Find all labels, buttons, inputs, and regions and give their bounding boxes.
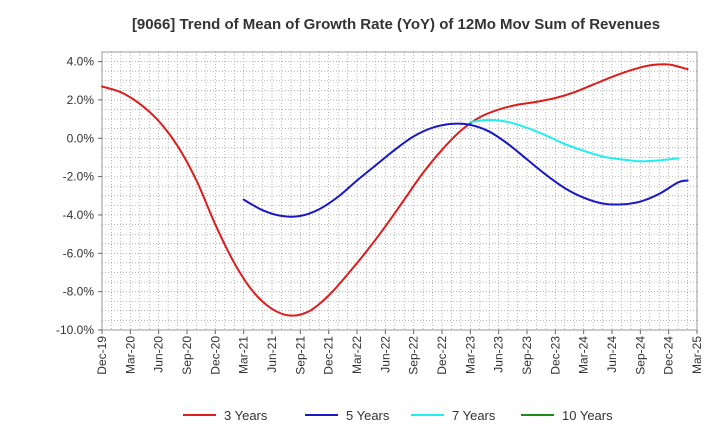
- chart-title: [9066] Trend of Mean of Growth Rate (YoY…: [132, 16, 660, 33]
- legend-label-5-years: 5 Years: [346, 408, 390, 423]
- y-tick-label: -6.0%: [63, 246, 95, 260]
- y-tick-label: 4.0%: [67, 55, 95, 69]
- plot-frame: [101, 51, 698, 331]
- x-tick-label: Mar-25: [690, 336, 704, 374]
- series-layer: [101, 63, 689, 317]
- legend-label-7-years: 7 Years: [452, 408, 496, 423]
- series-line-7-years: [469, 119, 680, 163]
- x-tick-label: Mar-21: [237, 336, 251, 374]
- series-line-5-years: [242, 122, 689, 218]
- legend: 3 Years 5 Years 7 Years 10 Years: [183, 408, 613, 423]
- x-tick-label: Mar-23: [463, 336, 477, 374]
- x-tick-label: Jun-24: [605, 336, 619, 373]
- x-tick-label: Sep-23: [520, 336, 534, 375]
- x-tick-label: Sep-20: [180, 336, 194, 375]
- grid-lines: [102, 52, 697, 330]
- x-tick-label: Dec-20: [208, 336, 222, 375]
- y-tick-label: -4.0%: [63, 208, 95, 222]
- x-tick-label: Dec-22: [435, 336, 449, 375]
- legend-label-10-years: 10 Years: [562, 408, 613, 423]
- x-axis: Dec-19 Mar-20 Jun-20 Sep-20 Dec-20 Mar-21 Jun-…: [95, 330, 704, 375]
- x-tick-label: Dec-21: [322, 336, 336, 375]
- x-tick-label: Sep-21: [293, 336, 307, 375]
- x-tick-label: Sep-22: [407, 336, 421, 375]
- x-tick-label: Jun-23: [492, 336, 506, 373]
- x-tick-label: Dec-24: [662, 336, 676, 375]
- x-tick-label: Dec-23: [548, 336, 562, 375]
- x-tick-label: Dec-19: [95, 336, 109, 375]
- x-tick-label: Sep-24: [633, 336, 647, 375]
- series-line-3-years: [101, 63, 689, 317]
- y-axis: -10.0% -8.0% -6.0% -4.0% -2.0% 0.0% 2.0% 4.0%: [56, 55, 102, 337]
- x-tick-label: Mar-24: [577, 336, 591, 374]
- x-tick-label: Jun-21: [265, 336, 279, 373]
- y-tick-label: -10.0%: [56, 323, 94, 337]
- x-tick-label: Jun-20: [152, 336, 166, 373]
- x-tick-label: Mar-22: [350, 336, 364, 374]
- y-tick-label: -2.0%: [63, 170, 95, 184]
- legend-label-3-years: 3 Years: [224, 408, 268, 423]
- plot-area: [101, 51, 698, 331]
- x-tick-label: Jun-22: [378, 336, 392, 373]
- y-tick-label: 2.0%: [67, 93, 95, 107]
- y-tick-label: -8.0%: [63, 285, 95, 299]
- y-tick-label: 0.0%: [67, 131, 95, 145]
- x-tick-label: Mar-20: [123, 336, 137, 374]
